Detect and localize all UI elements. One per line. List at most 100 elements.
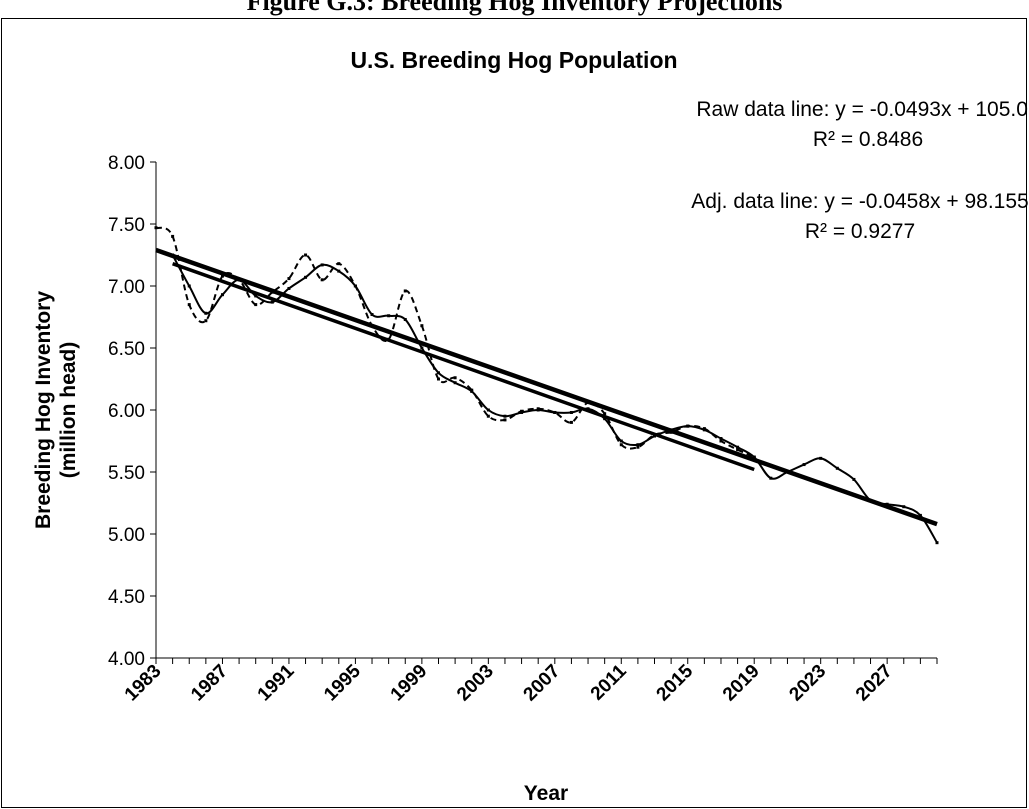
data-point: [270, 300, 274, 304]
data-point: [603, 417, 607, 421]
data-point: [520, 410, 524, 414]
data-point: [436, 371, 440, 375]
y-tick-label: 5.00: [108, 525, 145, 546]
data-point: [470, 389, 474, 393]
data-point: [420, 346, 424, 350]
data-point: [503, 418, 507, 422]
data-point: [935, 541, 939, 545]
data-point: [486, 414, 490, 418]
data-point: [819, 456, 823, 460]
data-point: [536, 408, 540, 412]
x-tick-label: 2003: [453, 661, 498, 706]
raw-data-line: [155, 226, 755, 459]
data-point: [387, 314, 391, 318]
data-point: [769, 476, 773, 480]
data-point: [636, 443, 640, 447]
data-point: [254, 294, 258, 298]
data-point: [619, 439, 623, 443]
x-tick-label: 1987: [187, 661, 232, 706]
data-point: [254, 303, 258, 307]
data-point: [569, 420, 573, 424]
data-point: [403, 289, 407, 293]
y-tick-label: 4.00: [108, 649, 145, 670]
data-point: [403, 317, 407, 321]
y-tick-label: 7.50: [108, 215, 145, 236]
data-point: [420, 324, 424, 328]
series-lines: [154, 226, 939, 545]
y-axis-label-line2: (million head): [57, 342, 80, 479]
data-point: [287, 277, 291, 281]
y-tick-label: 4.50: [108, 587, 145, 608]
x-tick-label: 2007: [520, 661, 565, 706]
data-point: [719, 437, 723, 441]
x-tick-label: 2011: [587, 660, 631, 704]
x-tick-label: 2023: [785, 661, 830, 706]
adj-r-squared: R² = 0.9277: [805, 220, 915, 243]
x-axis-label: Year: [524, 782, 568, 805]
raw-trend-line: [172, 262, 755, 472]
data-point: [719, 439, 723, 443]
data-point: [586, 407, 590, 411]
x-tick-label: 2019: [719, 661, 764, 706]
data-point: [337, 269, 341, 273]
x-tick-label: 1991: [254, 660, 299, 705]
y-tick-label: 6.00: [108, 401, 145, 422]
data-point: [320, 263, 324, 267]
data-point: [702, 428, 706, 432]
y-tick-label: 5.50: [108, 463, 145, 484]
data-point: [337, 262, 341, 266]
adjusted-trend-line: [155, 247, 938, 527]
y-axis-label-line1: Breeding Hog Inventory: [32, 291, 55, 529]
y-axis-label-group: Breeding Hog Inventory (million head): [32, 291, 80, 529]
x-tick-label: 1995: [320, 660, 365, 705]
x-axis-ticks: 1983 1987 1991 1995 1999 2003 2007 2011 2015 2019…: [121, 658, 938, 706]
data-point: [320, 278, 324, 282]
data-point: [553, 410, 557, 414]
y-tick-label: 7.00: [108, 277, 145, 298]
data-point: [187, 303, 191, 307]
data-point: [569, 410, 573, 414]
x-tick-label: 2027: [852, 661, 897, 706]
data-point: [736, 445, 740, 449]
data-point: [686, 424, 690, 428]
raw-r-squared: R² = 0.8486: [813, 128, 923, 151]
data-point: [220, 274, 224, 278]
data-point: [353, 284, 357, 288]
data-point: [636, 445, 640, 449]
raw-equation: Raw data line: y = -0.0493x + 105.01: [696, 98, 1029, 121]
data-point: [453, 381, 457, 385]
x-tick-label: 1999: [387, 661, 432, 706]
data-point: [287, 286, 291, 290]
data-point: [503, 414, 507, 418]
y-tick-label: 6.50: [108, 339, 145, 360]
data-point: [852, 477, 856, 481]
data-point: [453, 376, 457, 380]
data-point: [603, 412, 607, 416]
data-point: [436, 377, 440, 381]
data-point: [486, 408, 490, 412]
data-point: [802, 463, 806, 467]
data-point: [304, 253, 308, 257]
data-point: [204, 319, 208, 323]
data-point: [171, 234, 175, 238]
data-point: [204, 311, 208, 315]
data-point: [619, 443, 623, 447]
data-point: [835, 466, 839, 470]
y-axis-ticks: 4.00 4.50 5.00 5.50 6.00 6.50 7.00 7.50 8.00: [108, 153, 156, 670]
data-point: [187, 284, 191, 288]
y-tick-label: 8.00: [108, 153, 145, 174]
data-point: [736, 448, 740, 452]
data-point: [752, 455, 756, 459]
data-point: [220, 293, 224, 297]
data-point: [918, 513, 922, 517]
data-point: [902, 505, 906, 509]
adj-equation: Adj. data line: y = -0.0458x + 98.155: [691, 190, 1028, 213]
chart-title: U.S. Breeding Hog Population: [350, 47, 677, 73]
data-point: [370, 313, 374, 317]
chart-frame: [1, 18, 1027, 808]
data-point: [154, 226, 158, 230]
data-point: [304, 275, 308, 279]
figure-caption: Figure G.3: Breeding Hog Inventory Proje…: [246, 0, 783, 16]
x-tick-label: 2015: [653, 660, 698, 705]
